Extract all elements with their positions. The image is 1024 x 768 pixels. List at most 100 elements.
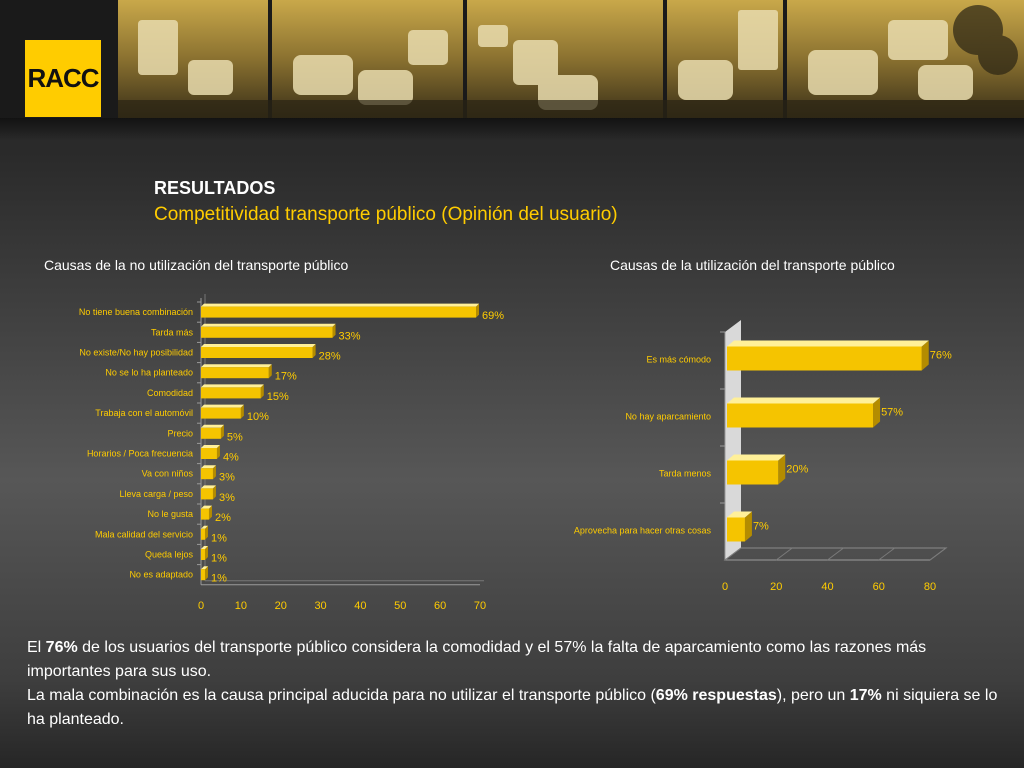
- bar-top: [201, 404, 244, 408]
- x-tick-label: 40: [821, 581, 833, 593]
- value-label: 28%: [319, 351, 341, 363]
- floor-grid-line: [775, 547, 793, 561]
- floor-grid-line: [827, 547, 844, 561]
- right-chart-title: Causas de la utilización del transporte …: [610, 257, 895, 273]
- bar-side: [873, 397, 881, 428]
- bar: [201, 347, 313, 358]
- x-tick-label: 80: [924, 581, 936, 593]
- value-label: 3%: [219, 492, 235, 504]
- category-label: Es más cómodo: [646, 355, 711, 365]
- category-label: No hay aparcamiento: [625, 412, 711, 422]
- value-label: 4%: [223, 452, 239, 464]
- bar-side: [268, 364, 272, 379]
- floor-grid-line: [878, 547, 896, 561]
- bar: [201, 528, 205, 540]
- summary-text-1a: El: [27, 639, 46, 656]
- page-subtitle: Competitividad transporte público (Opini…: [154, 204, 618, 225]
- category-label: No tiene buena combinación: [79, 307, 193, 317]
- bar-side: [778, 454, 786, 485]
- value-label: 7%: [753, 521, 769, 533]
- value-label: 20%: [786, 464, 808, 476]
- bar: [727, 460, 779, 485]
- bar-top: [727, 454, 786, 461]
- value-label: 2%: [215, 512, 231, 524]
- summary-text-2a: La mala combinación es la causa principa…: [27, 687, 656, 704]
- x-tick-label: 0: [198, 600, 204, 612]
- bar: [201, 387, 261, 399]
- bar-side: [212, 485, 216, 500]
- bar: [201, 427, 221, 439]
- bar: [201, 468, 213, 480]
- bar: [201, 549, 205, 560]
- summary-text-1b: de los usuarios del transporte público c…: [27, 639, 927, 680]
- category-label: Queda lejos: [145, 550, 194, 560]
- bar: [201, 569, 205, 581]
- bar-top: [201, 303, 480, 307]
- bar: [201, 367, 269, 379]
- bar-top: [727, 340, 929, 347]
- x-tick-label: 20: [275, 600, 287, 612]
- bar-side: [332, 323, 336, 338]
- banner-shadow: [0, 118, 1024, 140]
- x-tick-label: 60: [434, 600, 446, 612]
- category-label: No se lo ha planteado: [105, 368, 193, 378]
- category-label: Tarda menos: [659, 469, 712, 479]
- category-label: Lleva carga / peso: [119, 489, 193, 499]
- x-tick-label: 10: [235, 600, 247, 612]
- bar-side: [208, 505, 212, 520]
- x-tick-label: 70: [474, 600, 486, 612]
- bar: [201, 306, 477, 318]
- back-wall: [725, 320, 741, 560]
- summary-highlight-17: 17%: [849, 687, 882, 704]
- value-label: 33%: [339, 330, 361, 342]
- bar-side: [312, 344, 316, 358]
- category-label: Tarda más: [151, 327, 194, 337]
- bar-side: [204, 525, 208, 540]
- bar-top: [201, 384, 264, 388]
- category-label: Aprovecha para hacer otras cosas: [574, 526, 712, 536]
- value-label: 76%: [930, 350, 952, 362]
- x-tick-label: 20: [770, 581, 782, 593]
- x-tick-label: 40: [354, 600, 366, 612]
- bar: [727, 346, 922, 371]
- value-label: 15%: [267, 391, 289, 403]
- value-label: 57%: [881, 407, 903, 419]
- page-title: RESULTADOS: [154, 178, 276, 198]
- bar-side: [260, 384, 264, 399]
- bar-top: [201, 445, 220, 448]
- value-label: 17%: [275, 371, 297, 383]
- bar-side: [212, 465, 216, 480]
- header-banner: RACC: [0, 0, 1024, 118]
- category-label: Va con niños: [142, 469, 194, 479]
- category-label: No es adaptado: [129, 570, 193, 580]
- bar-side: [476, 303, 480, 318]
- category-label: Trabaja con el automóvil: [95, 408, 193, 418]
- bar-top: [201, 344, 316, 347]
- summary-highlight-76: 76%: [45, 639, 78, 656]
- bar-side: [216, 445, 220, 459]
- summary-text: El 76% de los usuarios del transporte pú…: [27, 636, 1007, 732]
- bar-side: [220, 424, 224, 439]
- bar-side: [204, 566, 208, 581]
- category-label: Mala calidad del servicio: [95, 529, 193, 539]
- bar-top: [201, 485, 216, 489]
- use-causes-chart: 0 20 40 60 80 Es más cómodo 76% No hay aparcami…: [574, 320, 952, 593]
- logo-text: RACC: [27, 63, 99, 93]
- bar-top: [727, 511, 752, 518]
- value-label: 1%: [211, 532, 227, 544]
- value-label: 10%: [247, 411, 269, 423]
- bar-top: [201, 505, 212, 509]
- racc-logo: RACC: [25, 40, 101, 117]
- bar: [727, 517, 745, 542]
- bar: [727, 403, 874, 428]
- bar-top: [201, 465, 216, 469]
- bar-top: [201, 566, 208, 570]
- floor-grid-line: [929, 547, 947, 561]
- bar-side: [921, 340, 929, 371]
- bar-side: [240, 404, 244, 419]
- bar: [201, 508, 209, 520]
- bar-top: [201, 525, 208, 529]
- bar-top: [201, 323, 336, 327]
- bar-side: [744, 511, 752, 542]
- category-label: Precio: [167, 428, 193, 438]
